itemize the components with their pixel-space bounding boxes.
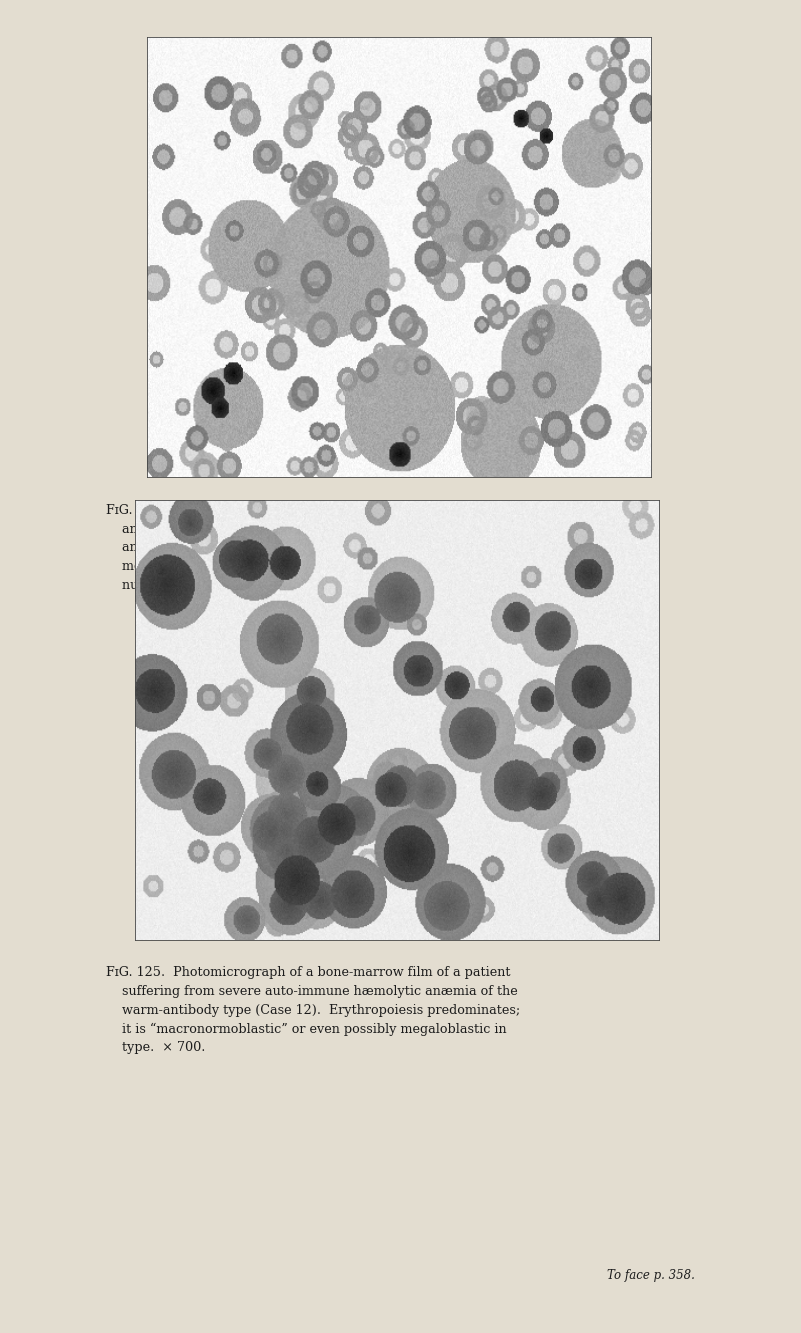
- Text: FɪG. 125.  Photomicrograph of a bone-marrow film of a patient: FɪG. 125. Photomicrograph of a bone-marr…: [106, 966, 510, 980]
- Text: warm-antibody type (Case 12).  Erythropoiesis predominates;: warm-antibody type (Case 12). Erythropoi…: [106, 1004, 520, 1017]
- Text: type.  × 700.: type. × 700.: [106, 1041, 205, 1054]
- Text: an  extremely  severe  “idiopathic”  auto-immune  hæmolytic: an extremely severe “idiopathic” auto-im…: [106, 523, 513, 536]
- Text: moderate degree of spherocytosis.  Note the breaking up of the: moderate degree of spherocytosis. Note t…: [106, 560, 533, 573]
- Text: FɪG. 124.  Photomicrograph of a blood film from a patient who died of: FɪG. 124. Photomicrograph of a blood fil…: [106, 504, 557, 517]
- Text: it is “macronormoblastic” or even possibly megaloblastic in: it is “macronormoblastic” or even possib…: [106, 1022, 506, 1036]
- Text: suffering from severe auto-immune hæmolytic anæmia of the: suffering from severe auto-immune hæmoly…: [106, 985, 517, 998]
- Text: nuclei of two normoblasts.  × 700.: nuclei of two normoblasts. × 700.: [106, 579, 344, 592]
- Text: To face p. 358.: To face p. 358.: [607, 1269, 695, 1282]
- Text: anæmia (Case 7).  There is massive auto-agglutination and a: anæmia (Case 7). There is massive auto-a…: [106, 541, 513, 555]
